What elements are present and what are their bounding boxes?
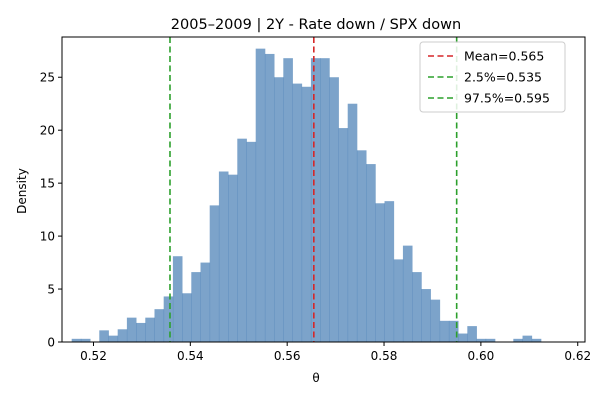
histogram-bar bbox=[347, 103, 358, 342]
histogram-bar bbox=[292, 83, 303, 342]
histogram-bar bbox=[237, 138, 247, 342]
chart-title: 2005–2009 | 2Y - Rate down / SPX down bbox=[171, 17, 461, 33]
histogram-bar bbox=[117, 329, 128, 342]
histogram-bar bbox=[531, 338, 542, 342]
y-axis: 0 5 10 15 20 25 bbox=[40, 71, 62, 350]
legend: Mean=0.565 2.5%=0.535 97.5%=0.595 bbox=[419, 41, 566, 113]
histogram-bar bbox=[430, 299, 441, 342]
histogram-bar bbox=[209, 205, 220, 342]
histogram-bar bbox=[513, 338, 523, 342]
histogram-bar bbox=[191, 272, 201, 342]
histogram-bar bbox=[320, 58, 330, 343]
histogram-bar bbox=[172, 256, 183, 342]
histogram-bar bbox=[439, 320, 450, 342]
histogram-bar bbox=[200, 262, 211, 342]
y-tick-label: 5 bbox=[47, 283, 55, 297]
histogram-bar bbox=[154, 309, 165, 342]
histogram-bar bbox=[448, 320, 459, 342]
histogram-bar bbox=[384, 201, 395, 342]
histogram-bar bbox=[71, 338, 82, 342]
histogram-bar bbox=[274, 77, 284, 343]
histogram-bar bbox=[476, 338, 487, 342]
histogram-bar bbox=[246, 141, 257, 342]
x-tick-label: 0.52 bbox=[80, 349, 107, 363]
histogram-bar bbox=[356, 150, 367, 342]
histogram-bar bbox=[255, 48, 266, 343]
legend-label: 97.5%=0.595 bbox=[464, 91, 550, 106]
histogram-bar bbox=[458, 333, 468, 342]
histogram-bar bbox=[80, 338, 91, 342]
histogram-bar bbox=[301, 86, 312, 343]
histogram-bar bbox=[366, 164, 376, 342]
y-axis-label: Density bbox=[15, 168, 29, 214]
histogram-bar bbox=[182, 293, 192, 342]
histogram-bar bbox=[412, 272, 422, 342]
histogram-bar bbox=[145, 317, 155, 342]
histogram-bar bbox=[402, 245, 413, 342]
legend-label: 2.5%=0.535 bbox=[464, 70, 542, 85]
plot-frame bbox=[61, 36, 586, 343]
histogram-bar bbox=[338, 128, 349, 342]
histogram-bar bbox=[126, 317, 137, 342]
histogram-bar bbox=[393, 259, 404, 342]
x-axis-label: θ bbox=[312, 371, 319, 385]
histogram-bar bbox=[218, 171, 229, 342]
histogram-bar bbox=[522, 335, 533, 342]
y-tick-label: 20 bbox=[40, 124, 55, 138]
histogram-bar bbox=[467, 326, 477, 342]
y-tick-label: 25 bbox=[40, 71, 55, 85]
x-axis: 0.52 0.54 0.56 0.58 0.60 0.62 bbox=[80, 342, 591, 363]
x-tick-label: 0.54 bbox=[177, 349, 204, 363]
histogram-bar bbox=[264, 53, 275, 342]
y-tick-label: 0 bbox=[47, 336, 55, 350]
x-tick-label: 0.58 bbox=[371, 349, 398, 363]
legend-label: Mean=0.565 bbox=[464, 49, 544, 64]
histogram-bar bbox=[163, 296, 174, 342]
histogram-bar bbox=[375, 203, 385, 342]
histogram-bar bbox=[228, 174, 238, 342]
legend-box bbox=[419, 41, 566, 113]
histogram-bar bbox=[99, 330, 109, 342]
histogram-bar bbox=[283, 58, 293, 343]
x-tick-label: 0.56 bbox=[274, 349, 301, 363]
x-tick-label: 0.62 bbox=[564, 349, 591, 363]
histogram-bar bbox=[329, 77, 339, 343]
x-tick-label: 0.60 bbox=[468, 349, 495, 363]
histogram-bar bbox=[310, 58, 321, 343]
y-tick-label: 15 bbox=[40, 177, 55, 191]
histogram-bar bbox=[421, 289, 431, 342]
histogram-bar bbox=[485, 338, 496, 342]
histogram-bars bbox=[71, 48, 542, 343]
histogram-bar bbox=[108, 335, 119, 342]
y-tick-label: 10 bbox=[40, 230, 55, 244]
histogram-bar bbox=[136, 322, 146, 342]
